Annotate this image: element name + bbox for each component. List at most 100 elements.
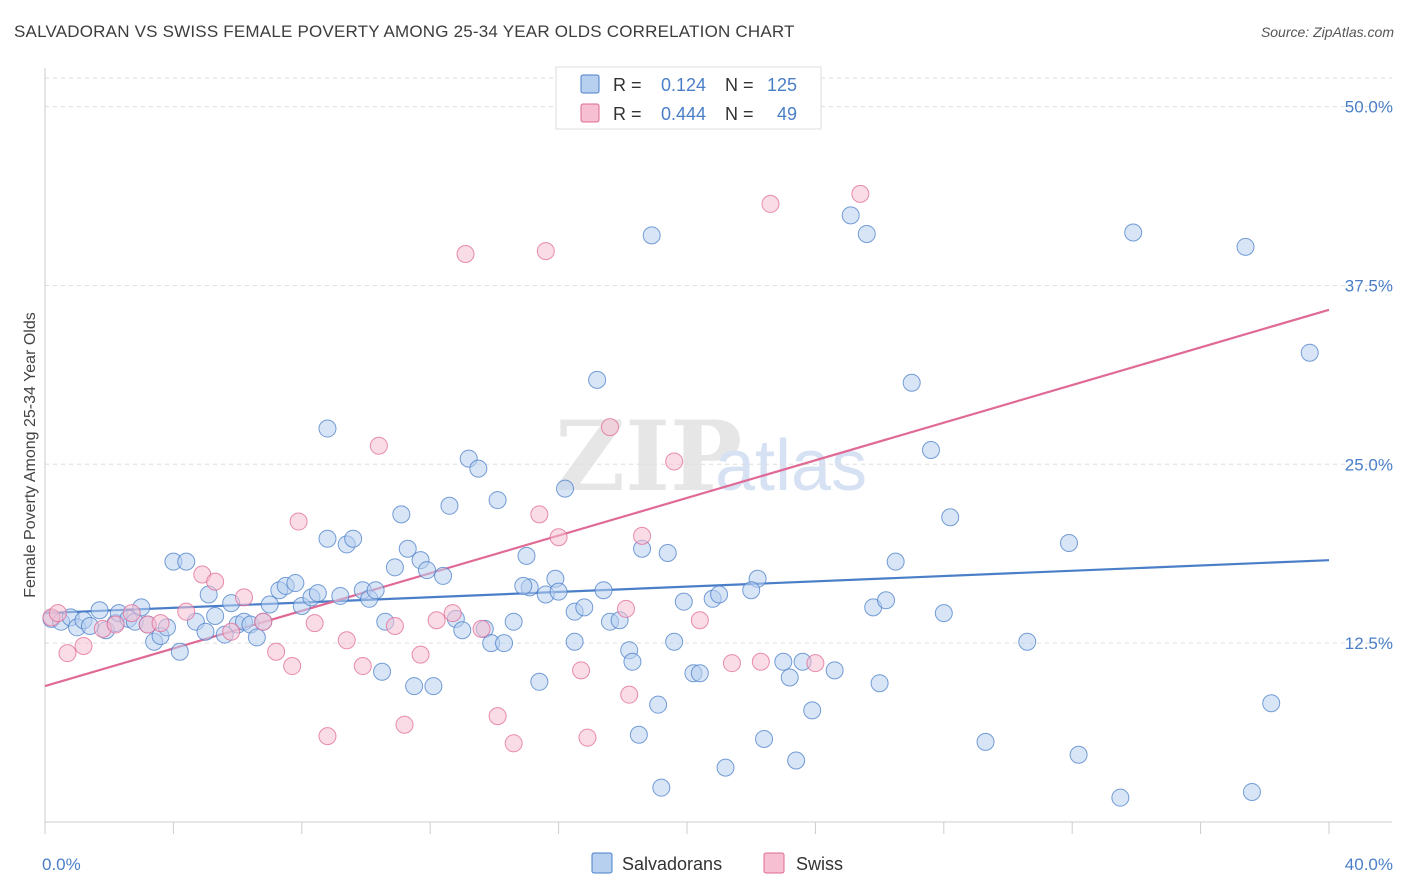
- stats-r-label: R =: [613, 75, 642, 95]
- swiss-point-36: [578, 728, 597, 747]
- swiss-point-37: [600, 418, 619, 437]
- swiss-point-43: [690, 611, 709, 630]
- salvadoran-point-45: [366, 581, 385, 600]
- salvadoran-point-29: [247, 628, 266, 647]
- salvadoran-point-110: [934, 604, 953, 623]
- salvadoran-point-123: [825, 661, 844, 680]
- data-points: [42, 97, 1319, 807]
- salvadoran-point-31: [260, 595, 279, 614]
- salvadoran-point-56: [440, 496, 459, 515]
- swiss-point-39: [620, 685, 639, 704]
- swiss-point-48: [851, 184, 870, 203]
- stats-swatch-swiss: [580, 103, 600, 123]
- salvadoran-point-50: [398, 539, 417, 558]
- swiss-point-13: [235, 588, 254, 607]
- salvadoran-point-39: [318, 529, 337, 548]
- swiss-point-34: [549, 528, 568, 547]
- swiss-point-12: [222, 622, 241, 641]
- salvadoran-point-68: [530, 672, 549, 691]
- salvadoran-point-23: [206, 606, 225, 625]
- stats-legend: R = 0.124 N = 125 R = 0.444 N = 49: [555, 66, 822, 130]
- salvadoran-point-42: [344, 529, 363, 548]
- salvadoran-point-98: [780, 668, 799, 687]
- x-tick-label-0: 0.0%: [42, 855, 81, 874]
- salvadoran-point-63: [488, 491, 507, 510]
- salvadoran-point-86: [652, 778, 671, 797]
- swiss-point-35: [572, 661, 591, 680]
- salvadoran-point-96: [755, 730, 774, 749]
- salvadoran-point-58: [453, 621, 472, 640]
- swiss-point-30: [488, 707, 507, 726]
- stats-swatch-salvadorans: [580, 74, 600, 94]
- grid-lines: [45, 77, 1392, 644]
- swiss-point-24: [395, 715, 414, 734]
- salvadoran-point-102: [841, 206, 860, 225]
- salvadoran-point-106: [877, 591, 896, 610]
- chart-source: Source: ZipAtlas.com: [1260, 24, 1394, 40]
- salvadoran-point-115: [1069, 745, 1088, 764]
- salvadoran-point-65: [504, 612, 523, 631]
- y-tick-label-1: 25.0%: [1345, 455, 1393, 474]
- salvadoran-point-53: [417, 561, 436, 580]
- swiss-point-44: [722, 654, 741, 673]
- swiss-point-3: [74, 637, 93, 656]
- swiss-point-8: [151, 614, 170, 633]
- swiss-point-29: [472, 619, 491, 638]
- salvadoran-point-94: [716, 758, 735, 777]
- salvadoran-point-64: [495, 634, 514, 653]
- swiss-point-5: [106, 615, 125, 634]
- swiss-point-26: [427, 611, 446, 630]
- salvadoran-point-91: [690, 664, 709, 683]
- swiss-point-47: [806, 654, 825, 673]
- salvadoran-point-72: [556, 479, 575, 498]
- salvadoran-point-54: [424, 677, 443, 696]
- swiss-point-23: [385, 616, 404, 635]
- stats-n-label-2: N =: [725, 104, 754, 124]
- legend-label-salvadorans: Salvadorans: [622, 854, 722, 874]
- swiss-point-6: [122, 604, 141, 623]
- salvadoran-point-107: [886, 552, 905, 571]
- swiss-point-33: [536, 242, 555, 261]
- salvadoran-point-73: [565, 632, 584, 651]
- salvadoran-point-103: [857, 224, 876, 243]
- salvadoran-point-76: [588, 370, 607, 389]
- swiss-point-41: [665, 452, 684, 471]
- stats-n-value-salvadorans: 125: [767, 75, 797, 95]
- swiss-point-15: [267, 642, 286, 661]
- tick-labels: 12.5% 25.0% 37.5% 50.0% 0.0% 40.0%: [42, 98, 1393, 874]
- swiss-point-11: [206, 572, 225, 591]
- salvadoran-point-34: [286, 574, 305, 593]
- swiss-point-17: [289, 512, 308, 531]
- salvadoran-point-124: [514, 576, 533, 595]
- salvadoran-point-37: [308, 584, 327, 603]
- swiss-point-16: [283, 657, 302, 676]
- swiss-point-46: [761, 194, 780, 213]
- swiss-point-40: [633, 526, 652, 545]
- swiss-point-20: [337, 631, 356, 650]
- salvadoran-point-40: [331, 586, 350, 605]
- salvadoran-point-117: [1124, 223, 1143, 242]
- chart-title: SALVADORAN VS SWISS FEMALE POVERTY AMONG…: [14, 22, 795, 41]
- salvadoran-point-113: [1018, 632, 1037, 651]
- salvadoran-point-105: [870, 674, 889, 693]
- y-tick-label-2: 37.5%: [1345, 276, 1393, 295]
- swiss-point-18: [305, 614, 324, 633]
- swiss-point-19: [318, 727, 337, 746]
- salvadoran-point-49: [392, 505, 411, 524]
- legend-label-swiss: Swiss: [796, 854, 843, 874]
- swiss-point-32: [530, 505, 549, 524]
- salvadoran-point-93: [710, 585, 729, 604]
- stats-r-value-salvadorans: 0.124: [661, 75, 706, 95]
- salvadoran-point-60: [469, 459, 488, 478]
- swiss-point-21: [353, 657, 372, 676]
- swiss-point-14: [254, 612, 273, 631]
- salvadoran-point-122: [742, 581, 761, 600]
- salvadoran-point-116: [1111, 788, 1130, 807]
- salvadoran-point-77: [594, 581, 613, 600]
- salvadoran-point-121: [1300, 343, 1319, 362]
- salvadoran-point-114: [1059, 534, 1078, 552]
- bottom-legend: Salvadorans Swiss: [591, 852, 843, 874]
- salvadoran-point-89: [674, 592, 693, 611]
- salvadoran-trend-line: [44, 559, 1330, 615]
